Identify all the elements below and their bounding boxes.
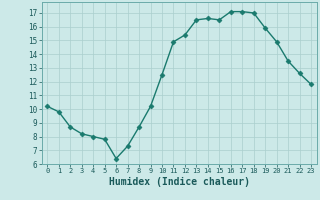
X-axis label: Humidex (Indice chaleur): Humidex (Indice chaleur) (109, 177, 250, 187)
